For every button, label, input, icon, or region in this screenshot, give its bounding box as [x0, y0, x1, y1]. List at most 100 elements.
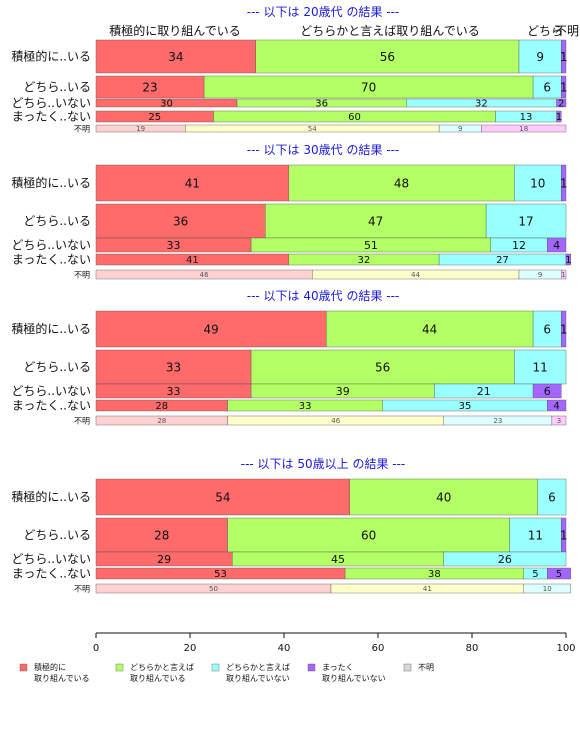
legend-label: 取り組んでいる	[34, 673, 90, 683]
data-label: 6	[544, 385, 551, 398]
data-label: 54	[308, 125, 317, 133]
data-label: 39	[336, 385, 350, 398]
bar-segment	[95, 478, 351, 516]
bar-segment	[443, 551, 567, 567]
row-label: 不明	[74, 585, 90, 594]
bar-segment	[514, 164, 562, 202]
data-label: 33	[166, 360, 181, 374]
data-label: 34	[168, 50, 183, 64]
data-label: 46	[331, 417, 340, 425]
bar-segment	[547, 237, 567, 253]
data-label: 4	[553, 401, 559, 412]
data-label: 47	[368, 214, 383, 228]
bar-segment	[349, 478, 538, 516]
data-label: 11	[528, 528, 543, 542]
panel-title: --- 以下は 50歳以上 の結果 ---	[241, 457, 406, 471]
data-label: 45	[331, 553, 345, 566]
data-label: 32	[358, 255, 371, 266]
row-label: まったく..ない	[12, 110, 91, 124]
x-tick-label: 80	[466, 643, 479, 654]
row-label: まったく..ない	[12, 567, 91, 581]
data-label: 23	[142, 80, 157, 94]
row-label: 不明	[74, 271, 90, 280]
data-label: 25	[148, 112, 161, 123]
data-label: 2	[558, 99, 564, 110]
data-label: 36	[315, 99, 328, 110]
bar-segment	[565, 253, 571, 266]
data-label: 27	[496, 255, 509, 266]
data-label: 17	[518, 214, 533, 228]
row-label: どちら..いる	[23, 80, 91, 94]
bar-segment	[547, 399, 567, 412]
row-label: 不明	[74, 125, 90, 134]
data-label: 28	[154, 528, 169, 542]
data-label: 29	[157, 553, 171, 566]
legend-swatch	[19, 663, 28, 672]
data-label: 1	[560, 528, 568, 542]
bar-segment	[561, 39, 567, 74]
data-label: 13	[520, 112, 533, 123]
data-label: 1	[560, 176, 568, 190]
legend-label: 取り組んでいる	[130, 673, 186, 683]
data-label: 35	[459, 401, 472, 412]
bar-segment	[556, 110, 562, 123]
data-label: 33	[299, 401, 312, 412]
data-label: 12	[512, 239, 526, 252]
bar-segment	[255, 39, 520, 74]
column-header-label: 積極的に取り組んでいる	[109, 23, 240, 38]
legend-swatch	[403, 663, 412, 672]
data-label: 40	[436, 490, 451, 504]
row-label: どちら..いない	[11, 552, 91, 566]
data-label: 41	[185, 176, 200, 190]
data-label: 18	[519, 125, 528, 133]
data-label: 33	[167, 385, 181, 398]
data-label: 30	[160, 99, 173, 110]
bar-segment	[532, 310, 562, 348]
column-header-label: どちらかと言えば取り組んでいる	[300, 24, 479, 38]
row-label: どちら..いない	[11, 238, 91, 252]
bar-segment	[561, 164, 567, 202]
bar-segment	[95, 310, 327, 348]
row-label: どちら..いない	[11, 96, 91, 110]
legend-swatch	[211, 663, 220, 672]
data-label: 28	[155, 401, 168, 412]
legend-item: 不明	[403, 663, 434, 672]
data-label: 60	[348, 112, 361, 123]
data-label: 49	[204, 322, 219, 336]
legend-swatch	[307, 663, 316, 672]
legend-swatch	[115, 663, 124, 672]
column-header-label: 不明	[555, 24, 579, 38]
data-label: 5	[556, 569, 562, 580]
panel-title: --- 以下は 30歳代 の結果 ---	[247, 143, 400, 157]
data-label: 56	[375, 360, 390, 374]
data-label: 38	[428, 569, 441, 580]
data-label: 4	[553, 239, 560, 252]
data-label: 9	[538, 271, 542, 279]
bar-segment	[481, 124, 567, 133]
data-label: 53	[214, 569, 227, 580]
x-tick-label: 100	[556, 643, 575, 654]
bar-segment	[523, 583, 571, 594]
legend-item: 積極的に取り組んでいる	[19, 662, 90, 683]
bar-segment	[288, 164, 515, 202]
data-label: 1	[556, 112, 562, 123]
bar-segment	[551, 415, 567, 426]
data-label: 6	[548, 490, 556, 504]
data-label: 1	[560, 50, 568, 64]
data-label: 11	[533, 360, 548, 374]
bar-segment	[95, 349, 252, 385]
panel-3: --- 以下は 50歳以上 の結果 --- 積極的に..いる 54 40 6 どちら..い…	[11, 457, 571, 594]
row-label: どちら..いる	[23, 360, 91, 374]
bar-segment	[532, 383, 562, 399]
data-label: 44	[411, 271, 420, 279]
data-label: 54	[215, 490, 230, 504]
panel-title: --- 以下は 20歳代 の結果 ---	[247, 5, 400, 19]
data-label: 44	[422, 322, 437, 336]
data-label: 9	[536, 50, 544, 64]
bar-segment	[227, 517, 510, 553]
x-tick-label: 40	[278, 643, 291, 654]
legend-label: どちらかと言えば	[130, 662, 194, 672]
